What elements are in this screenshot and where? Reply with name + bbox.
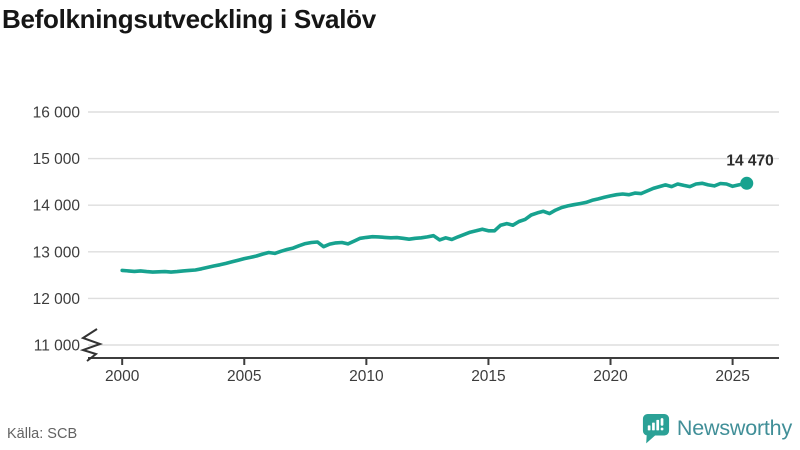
source-credit: Källa: SCB (7, 426, 78, 442)
newsworthy-bubble-chart-icon (642, 414, 669, 444)
x-axis-tick-label: 2010 (349, 368, 384, 385)
x-axis-tick-label: 2020 (593, 368, 628, 385)
y-axis-tick-label: 12 000 (33, 291, 81, 308)
brand-name: Newsworthy (676, 416, 792, 440)
latest-value-dot (740, 176, 754, 190)
x-axis-tick-label: 2005 (227, 368, 261, 385)
population-series-line (120, 181, 749, 274)
y-axis-tick-label: 15 000 (33, 151, 81, 168)
y-axis-tick-label: 13 000 (33, 244, 81, 261)
y-axis-tick-label: 16 000 (33, 105, 81, 122)
newsworthy-logo: Newsworthy (642, 413, 792, 444)
chart-title: Befolkningsutveckling i Svalöv (2, 4, 376, 34)
x-axis-tick-label: 2015 (471, 368, 505, 385)
axis-break-zigzag (79, 328, 104, 362)
latest-value-label: 14 470 (726, 152, 773, 169)
y-axis-tick-label: 14 000 (33, 198, 81, 215)
x-axis-tick-label: 2025 (715, 368, 749, 385)
y-axis-tick-label: 11 000 (34, 338, 81, 355)
x-axis-tick-label: 2000 (105, 368, 140, 385)
